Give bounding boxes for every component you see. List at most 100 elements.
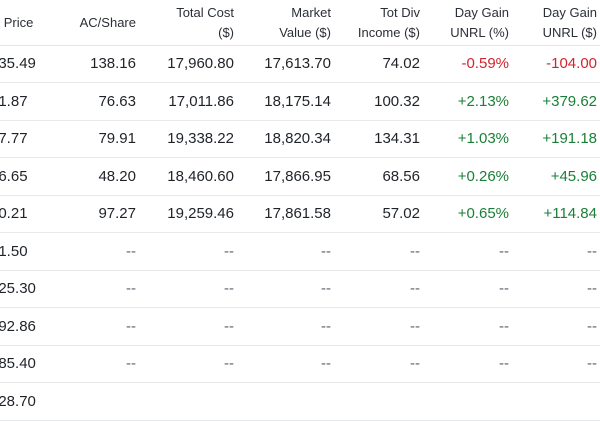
cell-market-value: 17,866.95 xyxy=(264,167,331,185)
cell-total-cost: 19,259.46 xyxy=(167,205,234,222)
cell-last-price: 81.50 xyxy=(0,242,28,260)
cell-tot-div xyxy=(338,384,420,420)
header-ac-share[interactable]: AC/Share xyxy=(58,0,136,46)
cell-day-gain-usd xyxy=(516,384,597,420)
table-row[interactable]: 125.30 -- -- -- -- -- -- xyxy=(0,271,600,308)
cell-day-gain-usd: -- xyxy=(587,355,597,372)
cell-day-gain-pct: +1.03% xyxy=(457,130,509,147)
cell-market-value: -- xyxy=(321,280,331,297)
cell-ac-share: 138.16 xyxy=(90,55,136,72)
cell-day-gain-pct: -0.59% xyxy=(461,55,509,72)
cell-day-gain-usd: -- xyxy=(587,317,597,335)
table-row[interactable]: 81.50 -- -- -- -- -- -- xyxy=(0,234,600,271)
cell-ac-share: 76.63 xyxy=(98,92,136,110)
table-row[interactable]: 90.21 97.27 19,259.46 17,861.58 57.02 +0.65% +… xyxy=(0,196,600,233)
cell-total-cost: 17,011.86 xyxy=(168,92,234,110)
cell-total-cost: -- xyxy=(224,242,234,260)
header-label-line2: Income ($) xyxy=(357,25,420,40)
cell-last-price: 192.86 xyxy=(0,317,36,335)
table-row[interactable]: 228.70 xyxy=(0,384,600,421)
cell-ac-share: 79.91 xyxy=(98,130,136,147)
cell-day-gain-usd: -- xyxy=(587,242,597,260)
cell-last-price: 135.49 xyxy=(0,55,36,72)
cell-total-cost: -- xyxy=(224,355,234,372)
cell-last-price: 185.40 xyxy=(0,355,36,372)
cell-market-value: 18,175.14 xyxy=(264,92,331,110)
cell-tot-div: 74.02 xyxy=(382,55,420,72)
cell-tot-div: -- xyxy=(410,355,420,372)
cell-total-cost: 18,460.60 xyxy=(167,167,234,185)
header-label-line2: ($) xyxy=(218,25,234,40)
cell-ac-share: 97.27 xyxy=(98,205,136,222)
cell-ac-share: -- xyxy=(126,317,136,335)
cell-day-gain-usd: +45.96 xyxy=(550,167,597,185)
cell-day-gain-pct: -- xyxy=(499,317,509,335)
table-row[interactable]: 77.77 79.91 19,338.22 18,820.34 134.31 +1.03%… xyxy=(0,121,600,158)
cell-ac-share xyxy=(58,384,136,420)
cell-day-gain-pct: +0.65% xyxy=(457,205,509,222)
cell-market-value: -- xyxy=(321,317,331,335)
table-row[interactable]: 81.87 76.63 17,011.86 18,175.14 100.32 +2.13%… xyxy=(0,84,600,121)
header-label-line2: Value ($) xyxy=(279,25,331,40)
cell-total-cost: 17,960.80 xyxy=(167,55,234,72)
header-label-line1: Market xyxy=(291,5,331,20)
table-row[interactable]: 46.65 48.20 18,460.60 17,866.95 68.56 +0.26% +… xyxy=(0,159,600,196)
cell-market-value: -- xyxy=(321,242,331,260)
table-row[interactable]: 185.40 -- -- -- -- -- -- xyxy=(0,346,600,383)
cell-market-value: -- xyxy=(321,355,331,372)
cell-day-gain-usd: -- xyxy=(587,280,597,297)
cell-tot-div: -- xyxy=(410,317,420,335)
header-label-line1: Day Gain xyxy=(542,5,597,20)
cell-last-price: 46.65 xyxy=(0,167,28,185)
cell-last-price: 228.70 xyxy=(0,392,36,410)
header-day-gain-unrl-pct[interactable]: Day Gain UNRL (%) xyxy=(430,0,509,46)
cell-day-gain-pct: -- xyxy=(499,355,509,372)
header-label-line1: Tot Div xyxy=(380,5,420,20)
header-label-line1: Total Cost xyxy=(176,5,234,20)
cell-ac-share: -- xyxy=(126,280,136,297)
cell-day-gain-usd: +191.18 xyxy=(542,130,597,147)
cell-day-gain-usd: +114.84 xyxy=(543,205,597,222)
cell-day-gain-pct: +0.26% xyxy=(457,167,509,185)
cell-last-price: 77.77 xyxy=(0,130,28,147)
header-market-value[interactable]: Market Value ($) xyxy=(240,0,331,46)
cell-last-price: 90.21 xyxy=(0,205,28,222)
cell-last-price: 125.30 xyxy=(0,280,36,297)
header-label-line1: AC/Share xyxy=(79,15,136,30)
cell-market-value: 17,861.58 xyxy=(264,205,331,222)
header-last-price[interactable]: st Price xyxy=(0,0,48,46)
cell-total-cost xyxy=(144,384,234,420)
header-label-line1: Day Gain xyxy=(454,5,509,20)
cell-tot-div: 57.02 xyxy=(382,205,420,222)
cell-tot-div: -- xyxy=(410,242,420,260)
header-tot-div-income[interactable]: Tot Div Income ($) xyxy=(338,0,420,46)
cell-day-gain-pct xyxy=(430,384,509,420)
table-row[interactable]: 192.86 -- -- -- -- -- -- xyxy=(0,309,600,346)
cell-ac-share: 48.20 xyxy=(98,167,136,185)
cell-day-gain-pct: -- xyxy=(499,280,509,297)
cell-market-value: 18,820.34 xyxy=(264,130,331,147)
table-row[interactable]: 135.49 138.16 17,960.80 17,613.70 74.02 -0.59… xyxy=(0,46,600,83)
cell-day-gain-pct: +2.13% xyxy=(457,92,509,110)
cell-tot-div: 68.56 xyxy=(382,167,420,185)
cell-market-value xyxy=(240,384,331,420)
cell-total-cost: -- xyxy=(224,280,234,297)
cell-market-value: 17,613.70 xyxy=(264,55,331,72)
cell-day-gain-pct: -- xyxy=(499,242,509,260)
cell-day-gain-usd: -104.00 xyxy=(546,55,597,72)
cell-tot-div: 100.32 xyxy=(374,92,420,110)
cell-ac-share: -- xyxy=(126,355,136,372)
cell-ac-share: -- xyxy=(126,242,136,260)
header-row xyxy=(0,0,600,46)
cell-total-cost: -- xyxy=(224,317,234,335)
cell-last-price: 81.87 xyxy=(0,92,28,110)
cell-tot-div: 134.31 xyxy=(374,130,420,147)
cell-total-cost: 19,338.22 xyxy=(167,130,234,147)
header-day-gain-unrl-usd[interactable]: Day Gain UNRL ($) xyxy=(516,0,597,46)
header-label-line1: st Price xyxy=(0,15,34,30)
header-total-cost[interactable]: Total Cost ($) xyxy=(144,0,234,46)
cell-tot-div: -- xyxy=(410,280,420,297)
cell-day-gain-usd: +379.62 xyxy=(542,92,597,110)
header-label-line2: UNRL ($) xyxy=(542,25,597,40)
